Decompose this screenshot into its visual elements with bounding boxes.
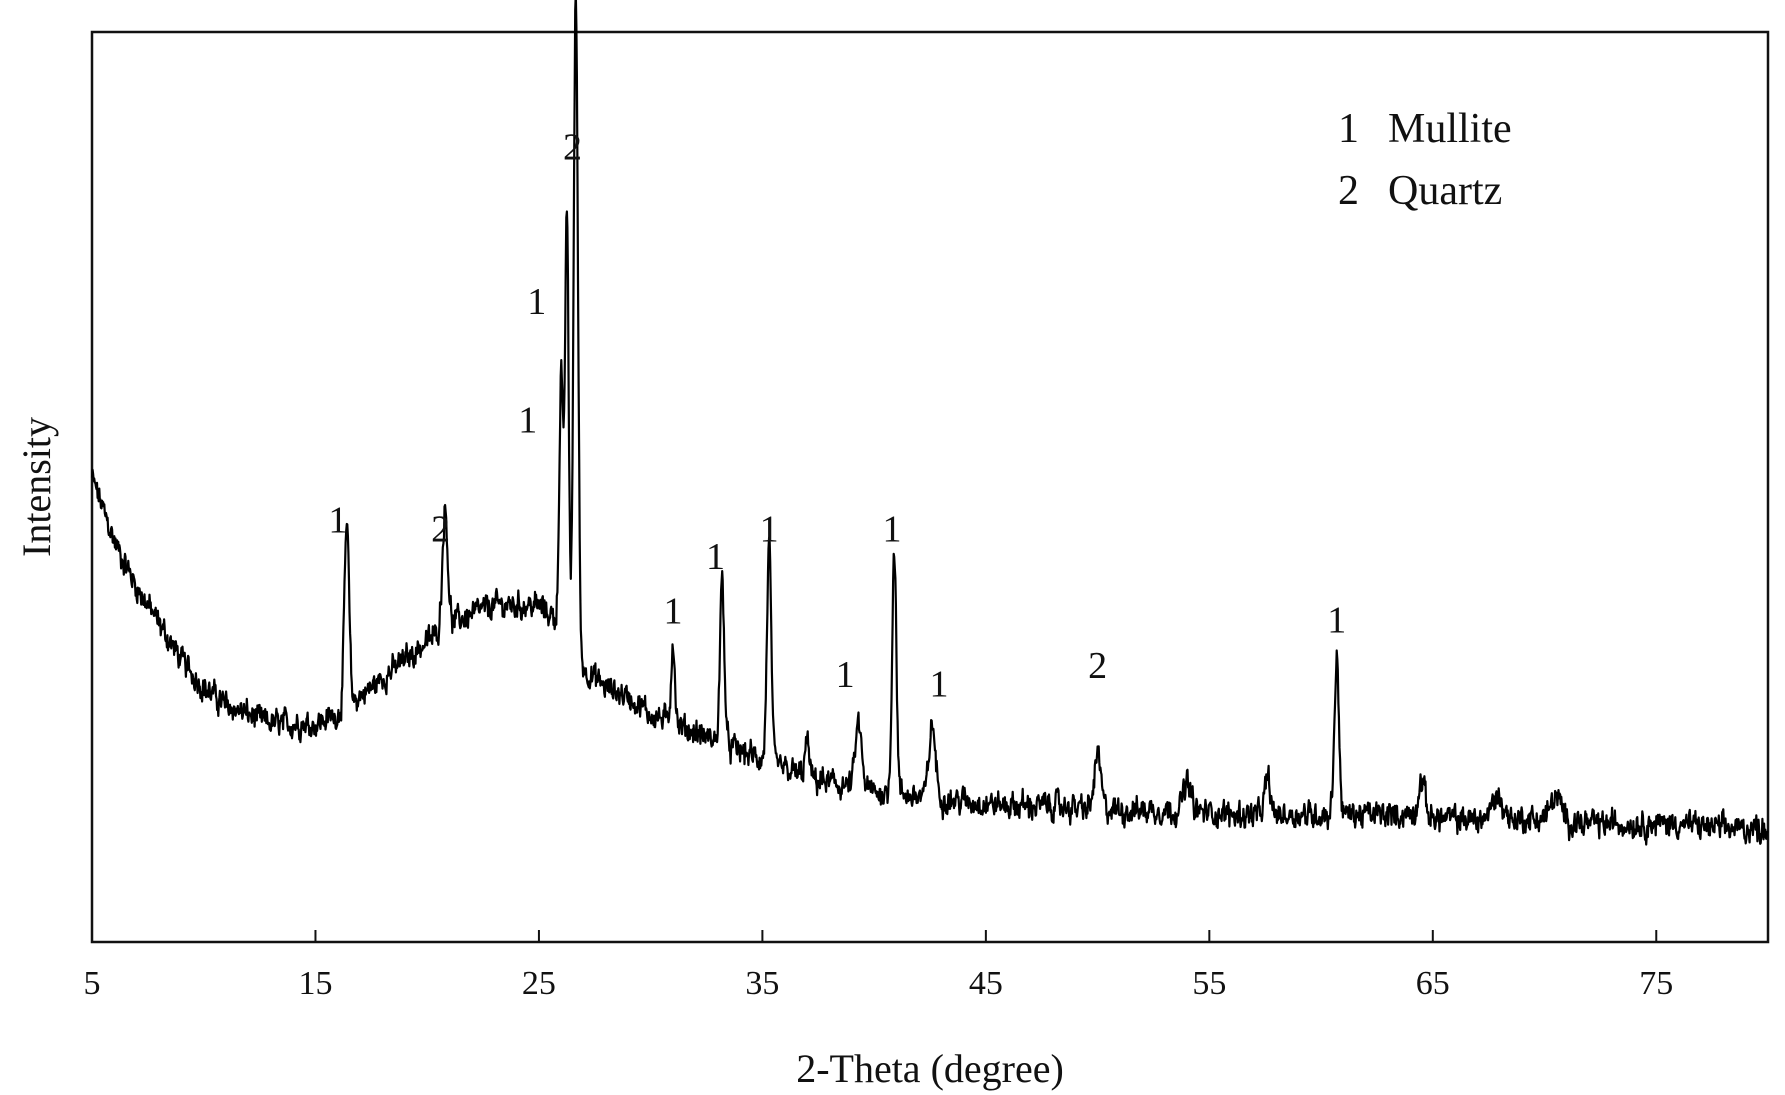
legend-marker-quartz: 2 [1338,168,1359,214]
peak-label-10: 1 [929,663,948,705]
x-tick-label-45: 45 [969,965,1003,1002]
x-axis-ticks [91,930,1658,942]
peak-label-4: 2 [563,126,582,168]
legend-label-quartz: Quartz [1388,168,1502,214]
x-axis-tick-labels: 5 15 25 35 45 55 65 75 [84,965,1674,1002]
x-tick-label-15: 15 [298,965,332,1002]
peak-label-12: 1 [1327,600,1346,642]
legend-label-mullite: Mullite [1388,106,1512,152]
x-tick-label-55: 55 [1192,965,1226,1002]
x-tick-label-5: 5 [84,965,101,1002]
diffraction-pattern-line [90,0,1769,846]
peak-label-8: 1 [836,654,855,696]
x-tick-label-25: 25 [522,965,556,1002]
x-tick-label-75: 75 [1639,965,1673,1002]
y-axis-title: Intensity [14,417,59,557]
peak-label-11: 2 [1088,645,1107,687]
plot-frame [90,30,1770,944]
x-tick-label-35: 35 [745,965,779,1002]
peak-label-7: 1 [760,509,779,551]
legend-marker-mullite: 1 [1338,106,1359,152]
peak-label-3: 1 [518,399,537,441]
peak-label-9: 1 [883,509,902,551]
peak-label-6: 1 [706,536,725,578]
peak-label-0: 1 [328,500,347,542]
peak-label-1: 2 [431,509,450,551]
peak-label-2: 1 [527,281,546,323]
legend: 1 Mullite 2 Quartz [1338,106,1512,214]
peak-label-5: 1 [664,591,683,633]
x-axis-title: 2-Theta (degree) [796,1046,1064,1091]
x-tick-label-65: 65 [1416,965,1450,1002]
